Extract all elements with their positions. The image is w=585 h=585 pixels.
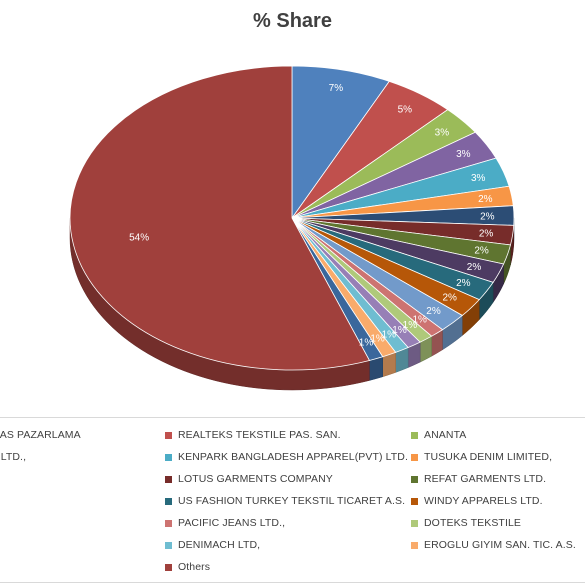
- legend-swatch: [411, 475, 418, 483]
- data-label-13: 1%: [412, 315, 427, 326]
- legend-divider: [0, 417, 585, 418]
- data-label-4: 3%: [471, 173, 486, 184]
- data-label-12: 2%: [426, 306, 441, 317]
- legend-label: KENPARK BANGLADESH APPAREL(PVT) LTD.: [178, 451, 408, 463]
- data-label-2: 3%: [435, 128, 450, 139]
- legend-item: US FASHION TURKEY TEKSTIL TICARET A.S.: [165, 494, 411, 508]
- legend-swatch: [165, 431, 172, 439]
- data-label-16: 1%: [382, 330, 397, 341]
- legend-label: DOTEKS TEKSTILE: [424, 517, 521, 529]
- data-label-0: 7%: [329, 83, 344, 94]
- legend-swatch: [165, 475, 172, 483]
- legend-item: Others: [165, 560, 411, 574]
- pie-slice-0[interactable]: [291, 65, 390, 220]
- legend-item: TUSUKA DENIM LIMITED,: [411, 450, 585, 464]
- legend-swatch: [411, 541, 418, 549]
- legend-label: REALTEKS TEKSTILE PAS. SAN.: [178, 429, 341, 441]
- legend-item: [0, 560, 165, 574]
- data-label-1: 5%: [398, 104, 413, 115]
- chart-legend: KUMA KUMAS PAZARLAMA REALTEKS TEKSTILE PA…: [0, 428, 585, 574]
- legend-label: Others: [178, 561, 211, 573]
- legend-item: LOTUS GARMENTS COMPANY: [165, 472, 411, 486]
- data-label-17: 1%: [370, 334, 385, 345]
- legend-swatch: [411, 431, 418, 439]
- legend-item: REALTEKS TEKSTILE PAS. SAN.: [165, 428, 411, 442]
- legend-label: US FASHION TURKEY TEKSTIL TICARET A.S.: [178, 495, 406, 507]
- data-label-10: 2%: [456, 278, 471, 289]
- legend-label: LOTUS GARMENTS COMPANY: [178, 473, 333, 485]
- data-label-8: 2%: [474, 246, 489, 257]
- legend-swatch: [165, 541, 172, 549]
- legend-label: DENIMACH LTD,: [178, 539, 261, 551]
- legend-item: DENIMACH LTD,: [165, 538, 411, 552]
- legend-swatch: [411, 519, 418, 527]
- legend-item: NTS,: [0, 494, 165, 508]
- legend-item: ANANTA: [411, 428, 585, 442]
- bottom-border: [0, 582, 585, 583]
- legend-label: TILES (BD) LTD.,: [0, 451, 27, 463]
- data-label-5: 2%: [478, 194, 493, 205]
- data-label-15: 1%: [392, 325, 407, 336]
- data-label-11: 2%: [442, 293, 457, 304]
- data-label-7: 2%: [479, 229, 494, 240]
- legend-swatch: [165, 563, 172, 571]
- legend-item: KUMA KUMAS PAZARLAMA: [0, 428, 165, 442]
- legend-item: TILES (BD) LTD.,: [0, 450, 165, 464]
- legend-item: EROGLU GIYIM SAN. TIC. A.S.: [411, 538, 585, 552]
- pie-slice-19[interactable]: [69, 65, 371, 371]
- data-label-19: 54%: [129, 232, 149, 243]
- pie-chart: 7%5%3%3%3%2%2%2%2%2%2%2%2%1%1%1%1%1%1%54…: [69, 65, 515, 391]
- legend-swatch: [411, 453, 418, 461]
- legend-item: NGS LTD: [0, 538, 165, 552]
- data-label-14: 1%: [403, 320, 418, 331]
- legend-label: ANANTA: [424, 429, 467, 441]
- legend-item: YLES LTD: [0, 472, 165, 486]
- legend-item: WINDY APPARELS LTD.: [411, 494, 585, 508]
- legend-swatch: [165, 453, 172, 461]
- legend-item: PACIFIC JEANS LTD.,: [165, 516, 411, 530]
- legend-item: DOTEKS TEKSTILE: [411, 516, 585, 530]
- data-label-18: 1%: [359, 337, 374, 348]
- legend-swatch: [165, 497, 172, 505]
- legend-swatch: [411, 497, 418, 505]
- legend-item: KENPARK BANGLADESH APPAREL(PVT) LTD.: [165, 450, 411, 464]
- legend-label: PACIFIC JEANS LTD.,: [178, 517, 286, 529]
- data-label-6: 2%: [480, 211, 495, 222]
- data-label-3: 3%: [456, 149, 471, 160]
- legend-label: KUMA KUMAS PAZARLAMA: [0, 429, 81, 441]
- legend-label: EROGLU GIYIM SAN. TIC. A.S.: [424, 539, 576, 551]
- legend-swatch: [165, 519, 172, 527]
- legend-item: REFAT GARMENTS LTD.: [411, 472, 585, 486]
- legend-label: WINDY APPARELS LTD.: [424, 495, 543, 507]
- legend-item: / LTD.: [0, 516, 165, 530]
- legend-label: REFAT GARMENTS LTD.: [424, 473, 547, 485]
- data-label-9: 2%: [467, 262, 482, 273]
- legend-label: TUSUKA DENIM LIMITED,: [424, 451, 553, 463]
- chart-title: % Share: [253, 10, 332, 32]
